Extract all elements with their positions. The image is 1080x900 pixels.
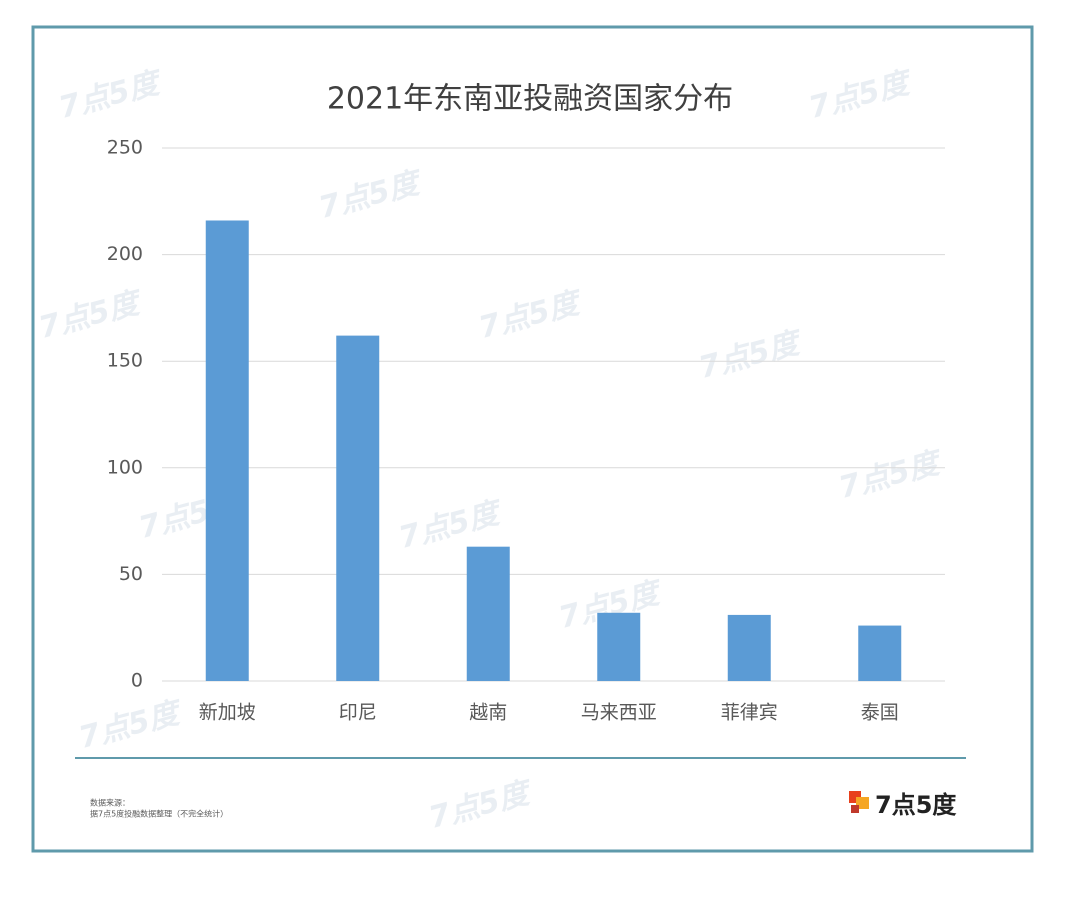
bar	[336, 335, 380, 681]
x-tick-label: 印尼	[339, 702, 377, 724]
bar	[205, 220, 249, 681]
y-tick-label: 50	[119, 563, 143, 585]
bar	[466, 546, 510, 681]
y-tick-label: 150	[107, 350, 143, 372]
source-text: 据7点5度投融数据整理（不完全统计）	[90, 809, 228, 819]
y-tick-label: 200	[107, 243, 143, 265]
x-tick-label: 新加坡	[199, 702, 256, 724]
logo-text: 7点5度	[875, 791, 957, 819]
x-tick-label: 菲律宾	[721, 702, 778, 724]
y-tick-label: 250	[107, 137, 143, 159]
logo-icon	[849, 791, 869, 813]
frame	[31, 25, 1034, 853]
y-tick-label: 100	[107, 456, 143, 478]
source-label: 数据来源：	[90, 798, 130, 808]
bar	[727, 614, 771, 681]
x-tick-label: 泰国	[861, 702, 899, 724]
x-tick-label: 马来西亚	[581, 702, 657, 724]
chart-title: 2021年东南亚投融资国家分布	[327, 82, 733, 117]
bar	[597, 612, 641, 681]
x-tick-label: 越南	[469, 702, 507, 724]
y-tick-label: 0	[131, 670, 143, 692]
bar	[858, 625, 902, 681]
